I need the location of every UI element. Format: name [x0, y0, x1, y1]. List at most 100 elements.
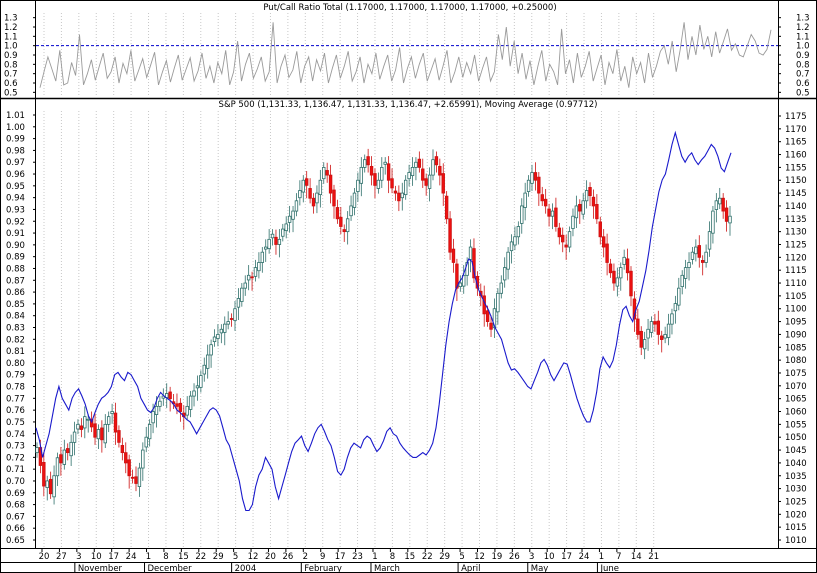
putcall-left-tick: 0.6 — [4, 79, 18, 89]
sp500-right-tick: 1145 — [785, 189, 807, 199]
candle — [96, 429, 101, 440]
putcall-title: Put/Call Ratio Total (1.17000, 1.17000, … — [263, 3, 556, 13]
candle — [561, 234, 565, 243]
candle — [533, 172, 538, 181]
candle — [175, 403, 179, 407]
candle — [281, 228, 285, 237]
ma-left-tick: 0.89 — [6, 253, 25, 263]
candle — [468, 246, 473, 260]
candle — [325, 170, 329, 176]
candle — [383, 161, 387, 165]
sp500-right-tick: 1030 — [785, 485, 807, 495]
candle — [342, 229, 346, 233]
candle — [349, 205, 353, 217]
candle — [427, 174, 432, 189]
candle — [677, 287, 681, 306]
candle — [212, 336, 217, 343]
x-tick-label: 9 — [320, 552, 325, 562]
candle — [144, 436, 148, 448]
candle — [540, 194, 544, 202]
candle — [653, 321, 657, 325]
x-tick-label: 1 — [599, 552, 604, 562]
candle — [236, 298, 241, 308]
candle — [205, 354, 210, 369]
month-label: May — [531, 564, 549, 573]
candle — [363, 159, 367, 168]
candle — [223, 323, 227, 333]
candle — [110, 411, 114, 414]
candle — [359, 166, 364, 184]
x-tick-label: 29 — [439, 552, 450, 562]
candle — [458, 282, 463, 288]
candle — [571, 215, 575, 229]
candle — [414, 161, 418, 168]
x-tick-label: 5 — [233, 552, 238, 562]
x-tick-label: 12 — [474, 552, 485, 562]
candle — [721, 197, 725, 212]
candle — [584, 190, 589, 202]
putcall-right-tick: 0.8 — [796, 60, 810, 70]
ma-left-tick: 0.93 — [6, 205, 25, 215]
sp500-right-tick: 1175 — [785, 112, 807, 122]
candle — [523, 192, 527, 208]
candle — [496, 292, 500, 313]
candle — [151, 411, 155, 424]
ma-left-tick: 0.67 — [6, 512, 25, 522]
ma-left-tick: 0.85 — [6, 300, 25, 310]
candle — [581, 200, 585, 215]
candle — [89, 418, 94, 428]
candle — [410, 166, 415, 177]
candle — [520, 205, 524, 224]
candle — [489, 322, 493, 330]
candle — [328, 174, 333, 194]
candle — [137, 467, 142, 487]
candle — [154, 405, 159, 415]
candle — [499, 282, 503, 294]
candle — [318, 179, 323, 196]
ma-left-tick: 0.78 — [6, 383, 25, 393]
x-tick-label: 15 — [404, 552, 415, 562]
candle — [612, 270, 616, 284]
x-tick-label: 10 — [91, 552, 102, 562]
putcall-left-tick: 0.8 — [4, 60, 18, 70]
sp500-right-tick: 1120 — [785, 253, 807, 263]
candle — [199, 375, 203, 388]
candle — [127, 459, 131, 477]
month-label: March — [374, 564, 400, 573]
candle — [246, 274, 251, 281]
x-tick-label: 27 — [56, 552, 67, 562]
candle — [287, 215, 292, 223]
candle — [356, 179, 360, 192]
candle — [397, 192, 401, 202]
candle — [718, 197, 722, 205]
candle — [700, 260, 705, 263]
sp500-right-tick: 1020 — [785, 510, 807, 520]
candle — [141, 449, 145, 469]
putcall-left-tick: 1.3 — [4, 14, 18, 24]
sp500-right-tick: 1010 — [785, 536, 807, 546]
sp500-right-tick: 1035 — [785, 472, 807, 482]
candle — [185, 405, 189, 416]
candle — [547, 208, 551, 217]
sp500-right-tick: 1090 — [785, 330, 807, 340]
candle — [492, 308, 497, 329]
candle — [680, 274, 684, 288]
x-tick-label: 2 — [303, 552, 308, 562]
candle — [424, 178, 428, 186]
putcall-right-tick: 1.0 — [796, 42, 810, 52]
candle — [45, 480, 49, 488]
candle — [646, 328, 650, 339]
candle — [260, 251, 265, 263]
putcall-right-tick: 1.1 — [796, 32, 810, 42]
candle — [530, 172, 534, 184]
sp500-right-tick: 1045 — [785, 446, 807, 456]
x-tick-label: 24 — [126, 552, 137, 562]
candle — [277, 238, 282, 245]
sp500-right-tick: 1050 — [785, 433, 807, 443]
candle — [516, 226, 521, 238]
candle — [369, 165, 374, 176]
putcall-right-tick: 1.2 — [796, 23, 810, 33]
candle — [509, 241, 514, 252]
candle — [253, 267, 258, 277]
x-tick-label: 15 — [178, 552, 189, 562]
